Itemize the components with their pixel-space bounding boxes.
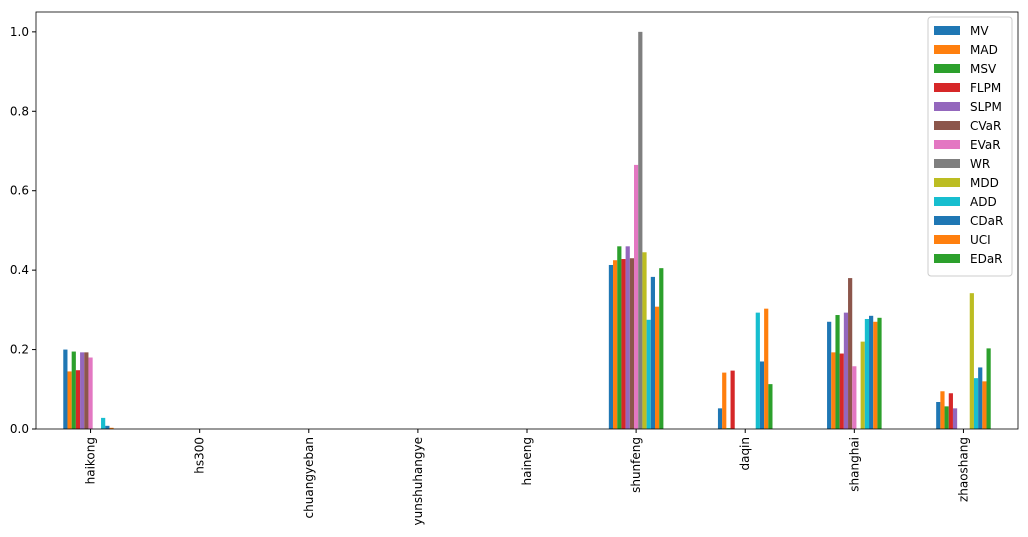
y-tick-label: 0.0 (10, 422, 29, 436)
bar (869, 315, 874, 429)
bar (613, 260, 618, 429)
bar (764, 308, 769, 429)
bar (88, 357, 93, 429)
y-tick-label: 0.2 (10, 343, 29, 357)
x-tick-label: shunfeng (629, 437, 643, 493)
legend-label: EVaR (970, 138, 1001, 152)
bar (634, 164, 639, 429)
legend-swatch (934, 64, 960, 73)
legend-label: MSV (970, 62, 997, 76)
bar (843, 312, 849, 429)
x-tick-label: haineng (520, 437, 534, 486)
x-tick-label: hs300 (193, 437, 207, 474)
bar (827, 321, 832, 429)
bar (101, 417, 106, 429)
bar (978, 367, 983, 429)
x-tick-label: chuangyeban (302, 437, 316, 518)
bar (80, 352, 85, 429)
legend-swatch (934, 45, 960, 54)
bar (864, 318, 870, 429)
bar (969, 293, 974, 429)
legend-swatch (934, 178, 960, 187)
legend-label: EDaR (970, 252, 1003, 266)
bar (608, 264, 614, 429)
bar (629, 258, 635, 429)
legend-label: MV (970, 24, 989, 38)
bar (646, 319, 651, 429)
bar (877, 317, 882, 429)
bar (650, 276, 655, 429)
legend-swatch (934, 26, 960, 35)
bar (952, 408, 958, 429)
bar (973, 378, 979, 429)
bar (722, 372, 727, 429)
bar (71, 351, 76, 429)
legend-label: MDD (970, 176, 999, 190)
bar (839, 353, 844, 429)
x-tick-label: shanghai (847, 437, 861, 492)
bar (717, 408, 723, 429)
bar (831, 352, 836, 429)
legend-swatch (934, 254, 960, 263)
legend-label: CDaR (970, 214, 1003, 228)
bar (835, 315, 840, 429)
bar (638, 31, 643, 429)
bar (621, 259, 626, 429)
bar (659, 268, 664, 429)
bar (873, 321, 878, 429)
bar (625, 246, 630, 429)
bar (755, 312, 760, 429)
legend-label: MAD (970, 43, 998, 57)
bar (860, 341, 865, 429)
legend-swatch (934, 235, 960, 244)
x-tick-label: haikong (84, 437, 98, 484)
bar (759, 361, 765, 429)
bar (105, 425, 110, 429)
bar (75, 370, 81, 429)
legend-swatch (934, 102, 960, 111)
y-tick-label: 0.6 (10, 184, 29, 198)
y-tick-label: 0.8 (10, 104, 29, 118)
plot-frame (35, 11, 1019, 430)
legend-swatch (934, 159, 960, 168)
bar (617, 246, 622, 429)
legend-label: CVaR (970, 119, 1001, 133)
bar (944, 406, 949, 429)
bar (936, 401, 941, 429)
legend-label: WR (970, 157, 990, 171)
bar (940, 391, 945, 429)
y-tick-label: 0.4 (10, 263, 29, 277)
bar (84, 352, 89, 429)
legend-box (927, 16, 1013, 277)
bar (948, 393, 953, 429)
legend-label: FLPM (970, 81, 1001, 95)
x-tick-label: zhaoshang (956, 437, 970, 502)
bar (654, 306, 660, 429)
bar (642, 252, 647, 429)
bar (63, 349, 68, 429)
bar (730, 370, 735, 429)
bar (67, 371, 72, 429)
legend-swatch (934, 83, 960, 92)
legend-swatch (934, 121, 960, 130)
bar (852, 366, 857, 429)
bar (982, 381, 987, 429)
bar (109, 427, 114, 429)
bar (768, 384, 773, 429)
legend-label: SLPM (970, 100, 1002, 114)
x-tick-label: daqin (738, 437, 752, 471)
legend-label: UCI (970, 233, 991, 247)
legend-label: ADD (970, 195, 997, 209)
bar (848, 278, 853, 429)
legend-swatch (934, 140, 960, 149)
y-tick-label: 1.0 (10, 25, 29, 39)
x-tick-label: yunshuhangye (411, 437, 425, 525)
legend-swatch (934, 197, 960, 206)
bar (986, 348, 991, 429)
legend-swatch (934, 216, 960, 225)
